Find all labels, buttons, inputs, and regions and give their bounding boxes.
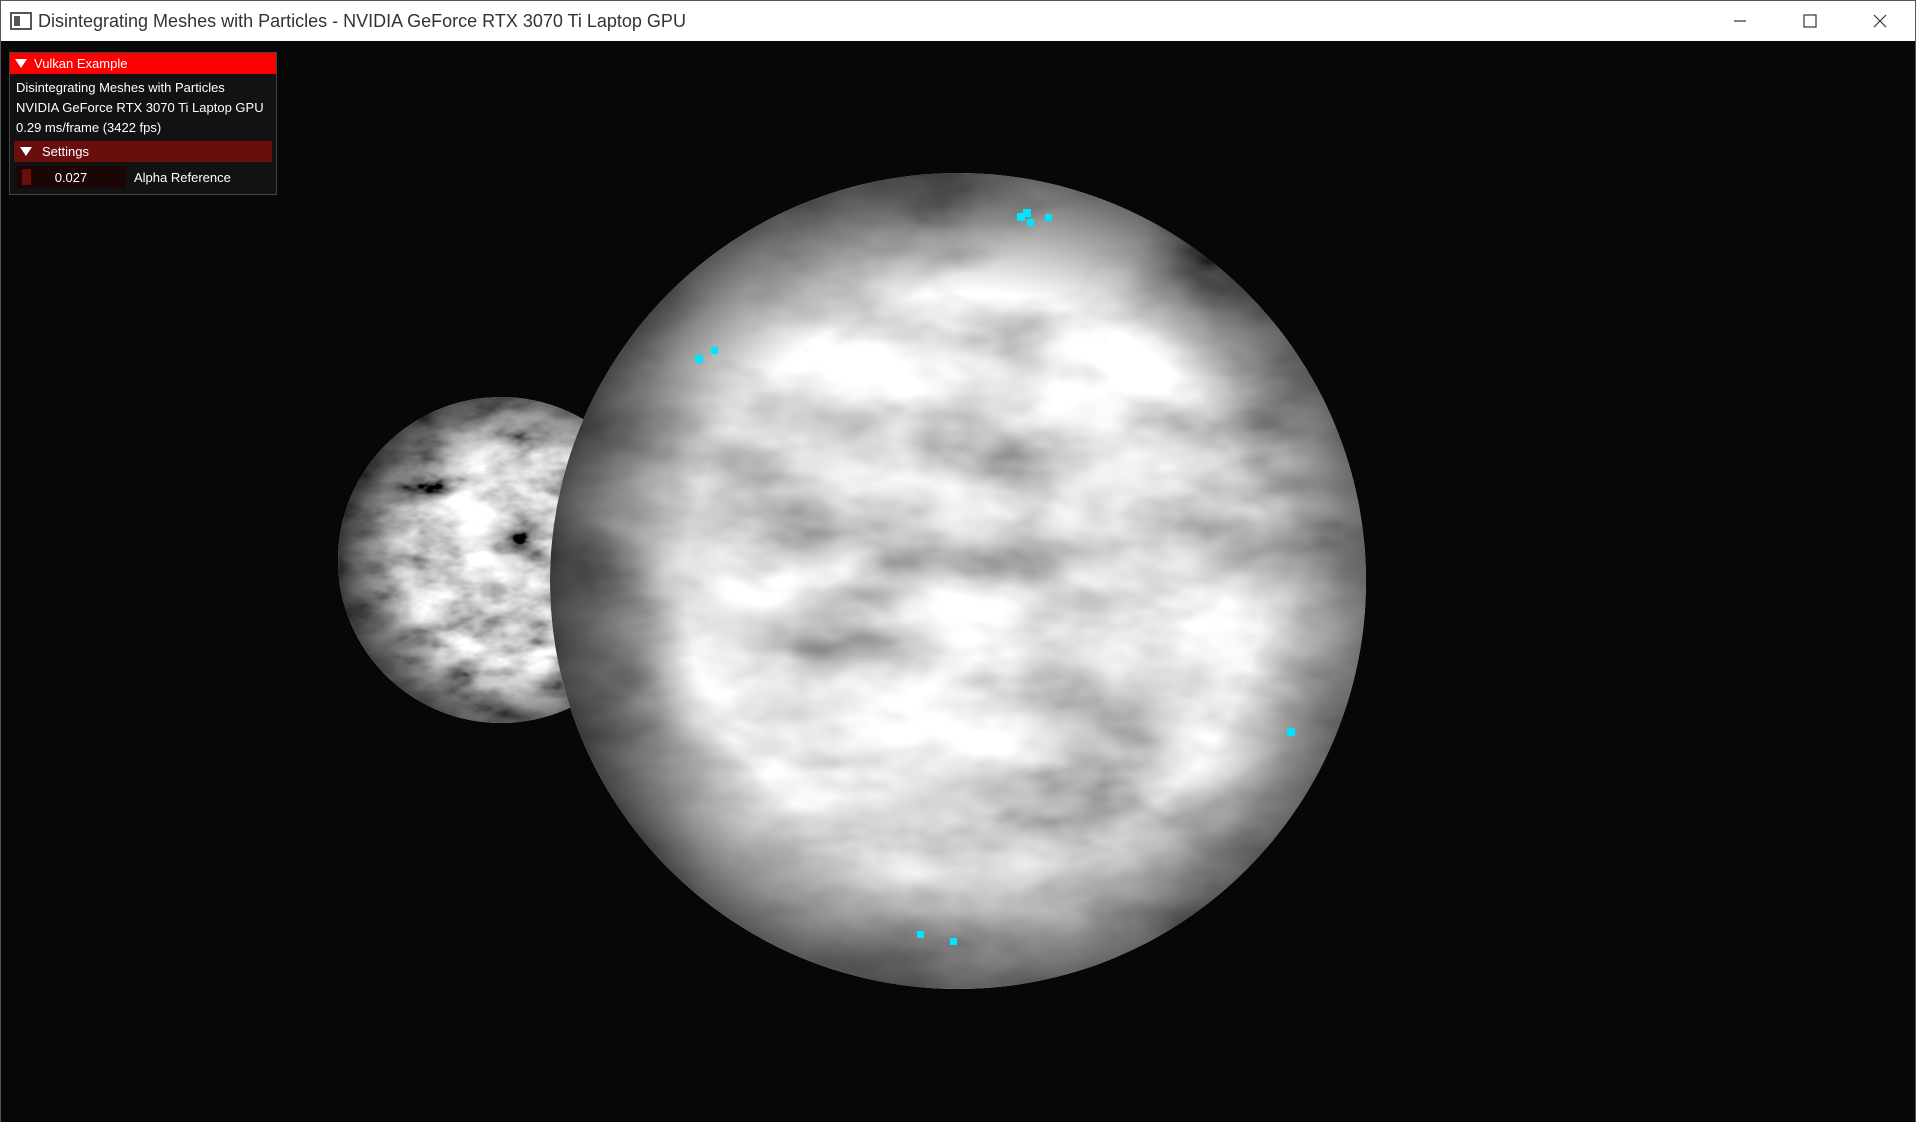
large-sphere bbox=[550, 173, 1366, 989]
settings-title: Settings bbox=[42, 144, 89, 159]
alpha-reference-label: Alpha Reference bbox=[134, 169, 231, 185]
particle bbox=[1045, 214, 1052, 221]
particle bbox=[711, 347, 718, 354]
window-controls bbox=[1705, 1, 1915, 41]
alpha-reference-slider[interactable]: 0.027 bbox=[16, 166, 126, 188]
maximize-icon bbox=[1803, 14, 1817, 28]
example-name: Disintegrating Meshes with Particles bbox=[16, 80, 225, 95]
vulkan-example-panel: Vulkan Example Disintegrating Meshes wit… bbox=[9, 52, 277, 195]
alpha-reference-value: 0.027 bbox=[54, 169, 88, 185]
close-icon bbox=[1873, 14, 1887, 28]
alpha-reference-row: 0.027 Alpha Reference bbox=[16, 166, 272, 188]
collapse-triangle-icon[interactable] bbox=[20, 147, 32, 156]
particle bbox=[695, 355, 703, 363]
scene-canvas bbox=[338, 173, 1366, 989]
panel-title: Vulkan Example bbox=[34, 56, 128, 71]
minimize-button[interactable] bbox=[1705, 1, 1775, 41]
particles bbox=[695, 209, 1295, 945]
app-window-icon bbox=[10, 12, 32, 30]
window-title: Disintegrating Meshes with Particles - N… bbox=[38, 10, 686, 31]
particle bbox=[1017, 213, 1025, 221]
particle bbox=[1023, 209, 1031, 217]
gpu-name: NVIDIA GeForce RTX 3070 Ti Laptop GPU bbox=[16, 100, 264, 115]
render-viewport[interactable]: Vulkan Example Disintegrating Meshes wit… bbox=[1, 41, 1915, 1122]
frame-stats: 0.29 ms/frame (3422 fps) bbox=[16, 120, 162, 135]
slider-grab-handle[interactable] bbox=[22, 169, 31, 185]
particle bbox=[1027, 219, 1034, 226]
particle bbox=[950, 938, 957, 945]
minimize-icon bbox=[1734, 20, 1746, 22]
settings-header[interactable]: Settings bbox=[14, 141, 272, 162]
particle bbox=[917, 931, 924, 938]
maximize-button[interactable] bbox=[1775, 1, 1845, 41]
panel-header[interactable]: Vulkan Example bbox=[10, 53, 276, 74]
particle bbox=[1287, 728, 1295, 736]
close-button[interactable] bbox=[1845, 1, 1915, 41]
title-bar[interactable]: Disintegrating Meshes with Particles - N… bbox=[1, 1, 1915, 41]
collapse-triangle-icon[interactable] bbox=[15, 59, 27, 68]
